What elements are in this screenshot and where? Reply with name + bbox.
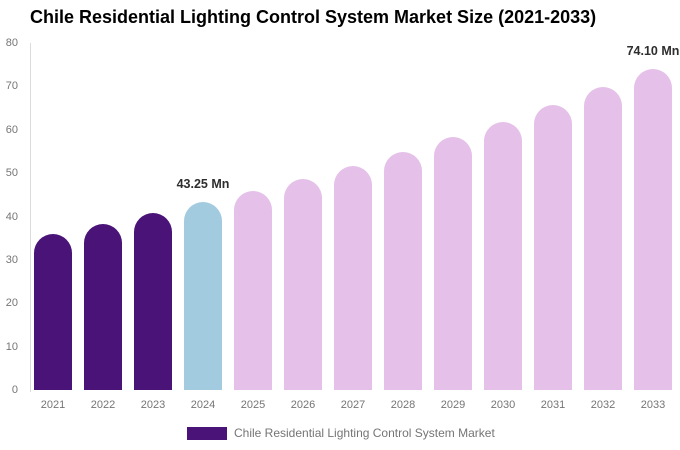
bar-2032[interactable] [584, 87, 622, 390]
value-label-2033: 74.10 Mn [626, 44, 680, 58]
y-axis-line [30, 43, 31, 392]
bar-2033[interactable] [634, 69, 672, 390]
x-axis-label-2023: 2023 [140, 399, 166, 411]
bar-2030[interactable] [484, 122, 522, 390]
y-axis-label-50: 50 [5, 167, 18, 180]
y-axis-label-30: 30 [5, 253, 18, 266]
bar-2022[interactable] [84, 224, 122, 390]
y-axis-label-60: 60 [5, 123, 18, 136]
bar-2023[interactable] [134, 213, 172, 390]
bar-2031[interactable] [534, 105, 572, 390]
bar-2028[interactable] [384, 152, 422, 390]
y-axis-label-40: 40 [5, 210, 18, 223]
bar-2025[interactable] [234, 191, 272, 390]
bar-2029[interactable] [434, 137, 472, 390]
x-axis-label-2028: 2028 [390, 399, 416, 411]
x-axis-label-2033: 2033 [640, 399, 666, 411]
x-axis-label-2024: 2024 [190, 399, 216, 411]
legend-label: Chile Residential Lighting Control Syste… [234, 426, 495, 440]
bar-2026[interactable] [284, 179, 322, 390]
y-axis-label-80: 80 [5, 37, 18, 49]
chart-title: Chile Residential Lighting Control Syste… [30, 7, 597, 27]
x-axis-label-2030: 2030 [490, 399, 516, 411]
bar-2024[interactable] [184, 202, 222, 390]
x-axis-label-2026: 2026 [290, 399, 316, 411]
x-axis-label-2027: 2027 [340, 399, 366, 411]
y-axis-label-10: 10 [5, 340, 18, 353]
y-axis-label-0: 0 [11, 384, 18, 396]
x-axis-label-2029: 2029 [440, 399, 466, 411]
x-axis-label-2022: 2022 [90, 399, 116, 411]
x-axis-label-2025: 2025 [240, 399, 266, 411]
y-axis-label-70: 70 [5, 80, 18, 93]
bar-2021[interactable] [34, 234, 72, 390]
bar-2027[interactable] [334, 166, 372, 390]
x-axis-label-2031: 2031 [540, 399, 566, 411]
legend-swatch [187, 426, 227, 440]
x-axis-label-2032: 2032 [590, 399, 616, 411]
legend-item[interactable]: Chile Residential Lighting Control Syste… [187, 426, 495, 440]
y-axis-label-20: 20 [5, 297, 18, 310]
x-axis-label-2021: 2021 [40, 399, 66, 411]
value-label-2024: 43.25 Mn [176, 177, 230, 191]
